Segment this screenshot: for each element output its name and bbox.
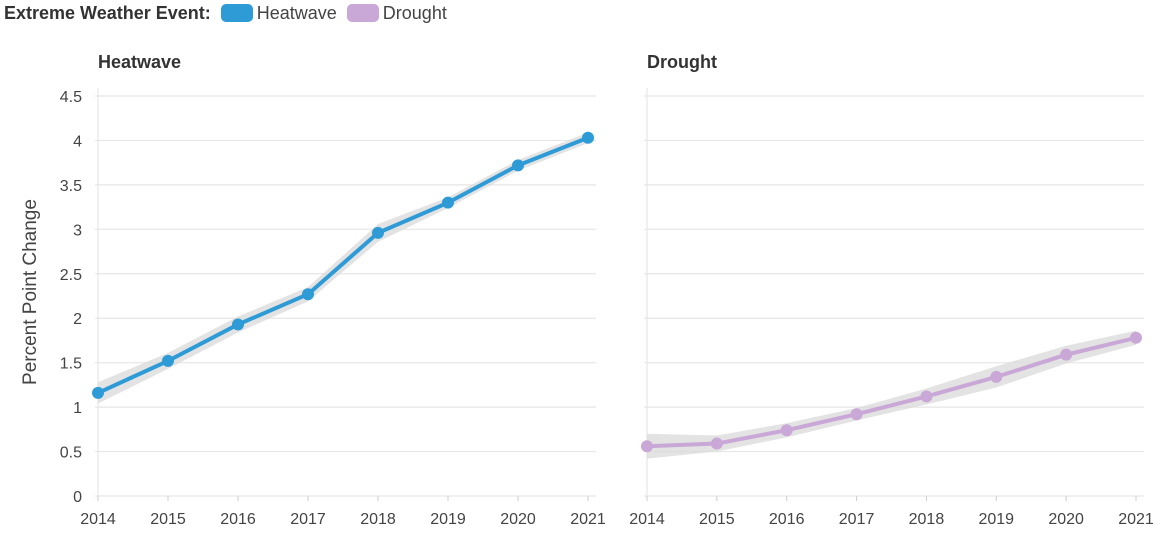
y-tick-label: 4 [73,133,82,150]
heatwave-swatch [220,4,253,22]
panel-title: Heatwave [98,52,181,72]
y-tick-label: 0.5 [60,445,82,462]
legend: Extreme Weather Event: Heatwave Drought [4,2,457,24]
legend-item-drought[interactable]: Drought [346,2,447,24]
legend-label-drought: Drought [382,2,447,23]
data-point [512,159,524,172]
data-point [92,386,104,399]
x-tick-label: 2018 [909,511,945,528]
drought-swatch [346,4,379,22]
data-point [641,440,653,453]
legend-title: Extreme Weather Event: [4,2,211,23]
y-tick-label: 4.5 [60,89,82,106]
x-tick-label: 2018 [360,511,396,528]
x-tick-label: 2020 [500,511,536,528]
y-tick-label: 2.5 [60,267,82,284]
legend-item-heatwave[interactable]: Heatwave [220,2,337,24]
x-tick-label: 2014 [629,511,665,528]
data-point [990,370,1003,383]
panel-heatwave: Heatwave 0 0.5 1 1.5 2 2.5 3 3.5 4 4.5 Percent Poin… [20,52,606,528]
y-axis-label: Percent Point Change [20,199,41,385]
y-tick-label: 1.5 [60,356,82,373]
data-point [710,437,723,450]
confidence-band [647,330,1136,459]
legend-label-heatwave: Heatwave [256,2,337,23]
data-point [780,424,793,437]
data-point [1130,331,1142,344]
x-tick-label: 2016 [220,511,256,528]
x-tick-label: 2017 [839,511,875,528]
data-point [442,196,454,209]
data-point [162,354,174,367]
series-line [97,135,589,395]
data-point [920,390,933,403]
x-tick-label: 2020 [1048,511,1084,528]
y-tick-label: 1 [73,400,82,417]
y-tick-label: 3.5 [60,178,82,195]
data-point [302,288,314,301]
panel-title: Drought [647,52,717,72]
series-line [646,335,1137,449]
x-tick-label: 2016 [769,511,805,528]
data-point [1060,348,1073,361]
x-tick-label: 2021 [1118,511,1154,528]
y-tick-label: 0 [73,489,82,506]
x-tick-label: 2015 [150,511,186,528]
data-point [232,318,244,331]
x-tick-label: 2019 [978,511,1014,528]
y-tick-label: 3 [73,222,82,239]
x-tick-label: 2017 [290,511,326,528]
data-point [372,226,384,239]
x-tick-label: 2015 [699,511,735,528]
y-tick-label: 2 [73,311,82,328]
x-tick-label: 2019 [430,511,466,528]
data-point [850,408,863,421]
data-point [582,131,594,144]
panel-drought: Drought 2014 2015 2016 2017 2018 2019 2020 2021 [629,52,1154,528]
x-tick-label: 2021 [570,511,606,528]
x-tick-label: 2014 [80,511,116,528]
